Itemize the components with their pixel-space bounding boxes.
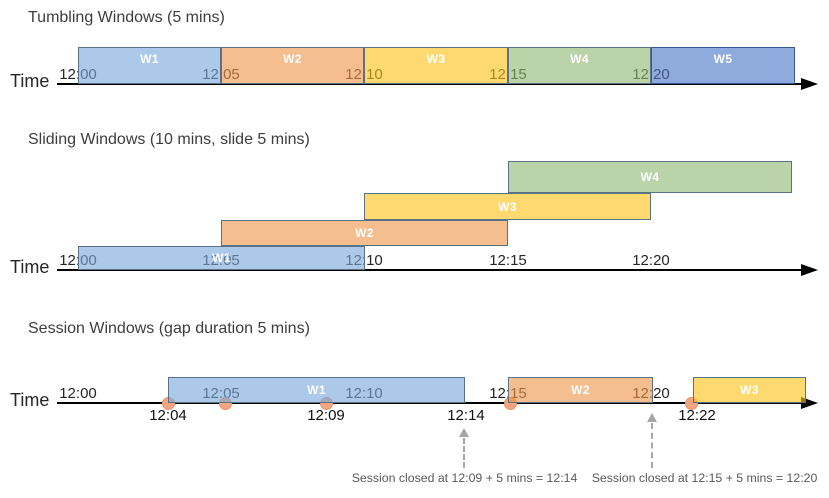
window-label: W4 <box>570 52 589 66</box>
window-label: W5 <box>713 52 733 66</box>
session-window-w1: W1 <box>168 377 465 403</box>
tumbling-window-w4: W4 <box>508 47 651 84</box>
sliding-time-axis <box>57 269 802 271</box>
event-label-1209: 12:09 <box>307 407 345 424</box>
sliding-title: Sliding Windows (10 mins, slide 5 mins) <box>28 131 310 148</box>
dashed-arrowhead-up-icon <box>647 413 657 422</box>
event-label-1204: 12:04 <box>149 407 187 424</box>
tumbling-axis-arrowhead-icon <box>801 78 818 90</box>
window-label: W3 <box>740 383 759 397</box>
sliding-window-w2: W2 <box>221 220 508 246</box>
window-label: W2 <box>571 383 590 397</box>
session-time-axis <box>57 402 802 404</box>
tumbling-window-w2: W2 <box>221 47 364 84</box>
session-time-axis-label: Time <box>10 390 50 410</box>
window-label: W3 <box>498 199 517 214</box>
dashed-arrowhead-up-icon <box>459 428 469 437</box>
tumbling-title: Tumbling Windows (5 mins) <box>28 9 225 26</box>
tumbling-time-axis-label: Time <box>10 71 50 91</box>
session-closed-annotation-1: Session closed at 12:09 + 5 mins = 12:14 <box>351 471 578 485</box>
window-label: W3 <box>426 52 446 66</box>
session-window-w3: W3 <box>693 377 806 403</box>
tumbling-time-axis <box>57 83 802 85</box>
window-label: W2 <box>355 226 374 240</box>
sliding-time-axis-label: Time <box>10 257 50 277</box>
window-label: W1 <box>307 383 326 397</box>
event-label-1214: 12:14 <box>447 407 485 424</box>
window-label: W2 <box>283 52 302 66</box>
tumbling-window-w1: W1 <box>78 47 221 84</box>
window-label: W1 <box>140 52 159 66</box>
session-window-w2: W2 <box>508 377 653 403</box>
sliding-window-w1: W1 <box>78 246 365 270</box>
sliding-axis-arrowhead-icon <box>801 264 818 276</box>
sliding-window-w4: W4 <box>508 161 792 193</box>
sliding-tick-1220: 12:20 <box>632 252 670 269</box>
event-label-1222: 12:22 <box>678 407 716 424</box>
tumbling-window-w5: W5 <box>651 47 795 84</box>
sliding-window-w3: W3 <box>364 193 651 220</box>
window-label: W1 <box>212 251 231 265</box>
session-tick-1200: 12:00 <box>59 385 97 402</box>
session-title: Session Windows (gap duration 5 mins) <box>28 320 310 337</box>
dashed-arrow-line <box>463 438 465 468</box>
tumbling-window-w3: W3 <box>364 47 508 84</box>
sliding-tick-1215: 12:15 <box>489 252 527 269</box>
dashed-arrow-line <box>651 423 653 468</box>
session-closed-annotation-2: Session closed at 12:15 + 5 mins = 12:20 <box>591 471 818 485</box>
window-label: W4 <box>640 170 660 184</box>
